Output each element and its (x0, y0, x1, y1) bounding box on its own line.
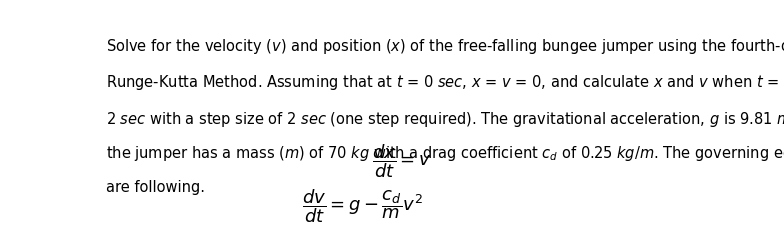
Text: 2 $sec$ with a step size of 2 $sec$ (one step required). The gravitational accel: 2 $sec$ with a step size of 2 $sec$ (one… (106, 108, 784, 130)
Text: $\dfrac{dx}{dt} = v$: $\dfrac{dx}{dt} = v$ (372, 142, 431, 180)
Text: are following.: are following. (106, 180, 205, 195)
Text: $\dfrac{dv}{dt} = g - \dfrac{c_d}{m}v^2$: $\dfrac{dv}{dt} = g - \dfrac{c_d}{m}v^2$ (302, 187, 423, 225)
Text: the jumper has a mass ($m$) of 70 $kg$ with a drag coefficient $c_d$ of 0.25 $kg: the jumper has a mass ($m$) of 70 $kg$ w… (106, 144, 784, 164)
Text: Solve for the velocity ($v$) and position ($x$) of the free-falling bungee jumpe: Solve for the velocity ($v$) and positio… (106, 37, 784, 56)
Text: Runge-Kutta Method. Assuming that at $t$ = 0 $sec$, $x$ = $v$ = 0, and calculate: Runge-Kutta Method. Assuming that at $t$… (106, 73, 779, 92)
